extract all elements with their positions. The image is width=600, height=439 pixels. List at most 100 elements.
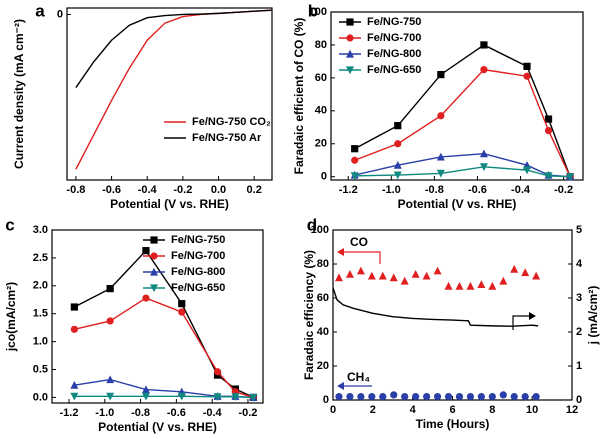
y-tick-label: 0	[321, 171, 327, 183]
plot-frame	[66, 7, 273, 181]
data-point	[544, 172, 553, 181]
data-point	[106, 317, 114, 325]
data-point	[351, 145, 359, 153]
x-tick-label: -1.0	[95, 407, 114, 419]
data-point	[379, 393, 387, 401]
data-point	[437, 70, 445, 79]
y-tick-label: 0	[323, 394, 329, 406]
data-point	[368, 393, 376, 401]
x-tick-label: 6	[449, 404, 455, 416]
x-tick-label: -0.4	[138, 184, 158, 196]
y-tick-label: 100	[309, 6, 327, 18]
data-point	[142, 294, 150, 302]
x-tick-label: -0.6	[102, 184, 121, 196]
x-axis-title: Potential (V vs. RHE)	[398, 197, 517, 211]
data-point	[466, 393, 475, 401]
data-point	[394, 140, 402, 148]
x-tick-label: -0.2	[173, 184, 192, 196]
y2-tick-label: 4	[576, 258, 583, 270]
series-line	[75, 9, 273, 170]
y2-tick-label: 2	[576, 326, 582, 338]
legend-marker	[346, 66, 354, 75]
legend-label: Fe/NG-700	[367, 32, 421, 44]
y-axis-title: Faradaic efficiency (%)	[302, 250, 316, 380]
legend-label: Fe/NG-800	[171, 266, 225, 278]
data-point	[393, 171, 402, 180]
data-point	[356, 266, 365, 275]
x-tick-label: 12	[566, 404, 578, 416]
data-point	[106, 392, 115, 401]
data-point	[249, 393, 258, 402]
legend-label: Fe/NG-750	[367, 16, 421, 28]
data-point	[422, 271, 431, 280]
data-point	[213, 393, 222, 402]
data-point	[141, 392, 150, 401]
y-axis-title: jco(mA/cm²)	[4, 282, 18, 352]
arrow	[512, 315, 532, 330]
data-point	[521, 393, 529, 401]
legend-marker	[150, 252, 158, 260]
y-tick-label: 0	[57, 8, 63, 20]
y-tick-label: 100	[311, 224, 329, 236]
x-tick-label: 0.2	[247, 184, 262, 196]
x-tick-label: -0.6	[167, 407, 186, 419]
data-point	[477, 393, 485, 401]
y-tick-label: 20	[317, 360, 329, 372]
arrowhead	[337, 248, 344, 256]
data-point	[480, 66, 488, 74]
y-tick-label: 40	[315, 105, 327, 117]
y2-tick-label: 1	[576, 360, 582, 372]
data-point	[389, 273, 398, 282]
data-point	[178, 300, 186, 308]
x-tick-label: 0.0	[211, 184, 226, 196]
data-point	[510, 264, 519, 273]
legend-marker	[150, 267, 158, 276]
data-point	[213, 368, 222, 376]
data-point	[70, 392, 79, 401]
data-point	[231, 393, 240, 402]
data-point	[106, 284, 114, 293]
data-point	[367, 271, 376, 280]
data-point	[455, 393, 464, 401]
y2-tick-label: 3	[576, 292, 582, 304]
x-tick-label: 0	[330, 404, 336, 416]
legend-label: Fe/NG-650	[171, 282, 225, 294]
x-tick-label: 2	[370, 404, 376, 416]
data-point	[334, 273, 343, 282]
arrow	[340, 251, 381, 264]
plot-frame	[51, 229, 264, 404]
x-tick-label: -1.2	[60, 407, 79, 419]
data-point	[499, 391, 507, 399]
data-point	[400, 276, 409, 285]
legend-marker	[150, 236, 158, 244]
series-line	[75, 9, 273, 88]
data-point	[412, 393, 420, 401]
data-point	[523, 72, 531, 80]
data-point	[393, 160, 402, 169]
y-tick-label: 80	[317, 258, 329, 270]
legend-label: Fe/NG-750 CO₂	[192, 116, 271, 128]
x-tick-label: -0.8	[66, 184, 85, 196]
data-point	[566, 173, 575, 181]
legend-label: Fe/NG-750	[171, 234, 225, 246]
legend-marker	[346, 34, 354, 42]
data-point	[70, 325, 78, 333]
data-point	[532, 393, 540, 401]
data-point	[477, 280, 486, 288]
data-point	[351, 156, 359, 164]
y-axis-title: Faradaic efficient of CO (%)	[292, 18, 306, 175]
data-point	[177, 392, 186, 401]
legend-marker	[346, 49, 354, 58]
x-tick-label: 10	[526, 404, 538, 416]
y-tick-label: 2.0	[33, 280, 48, 292]
data-point	[544, 126, 553, 135]
data-point	[444, 281, 453, 290]
data-point	[346, 393, 354, 401]
x-tick-label: 8	[489, 404, 495, 416]
data-point	[394, 122, 402, 130]
legend-label: Fe/NG-700	[171, 250, 225, 262]
legend-marker	[150, 284, 158, 293]
x-tick-label: -0.8	[425, 184, 444, 196]
data-point	[436, 152, 445, 161]
